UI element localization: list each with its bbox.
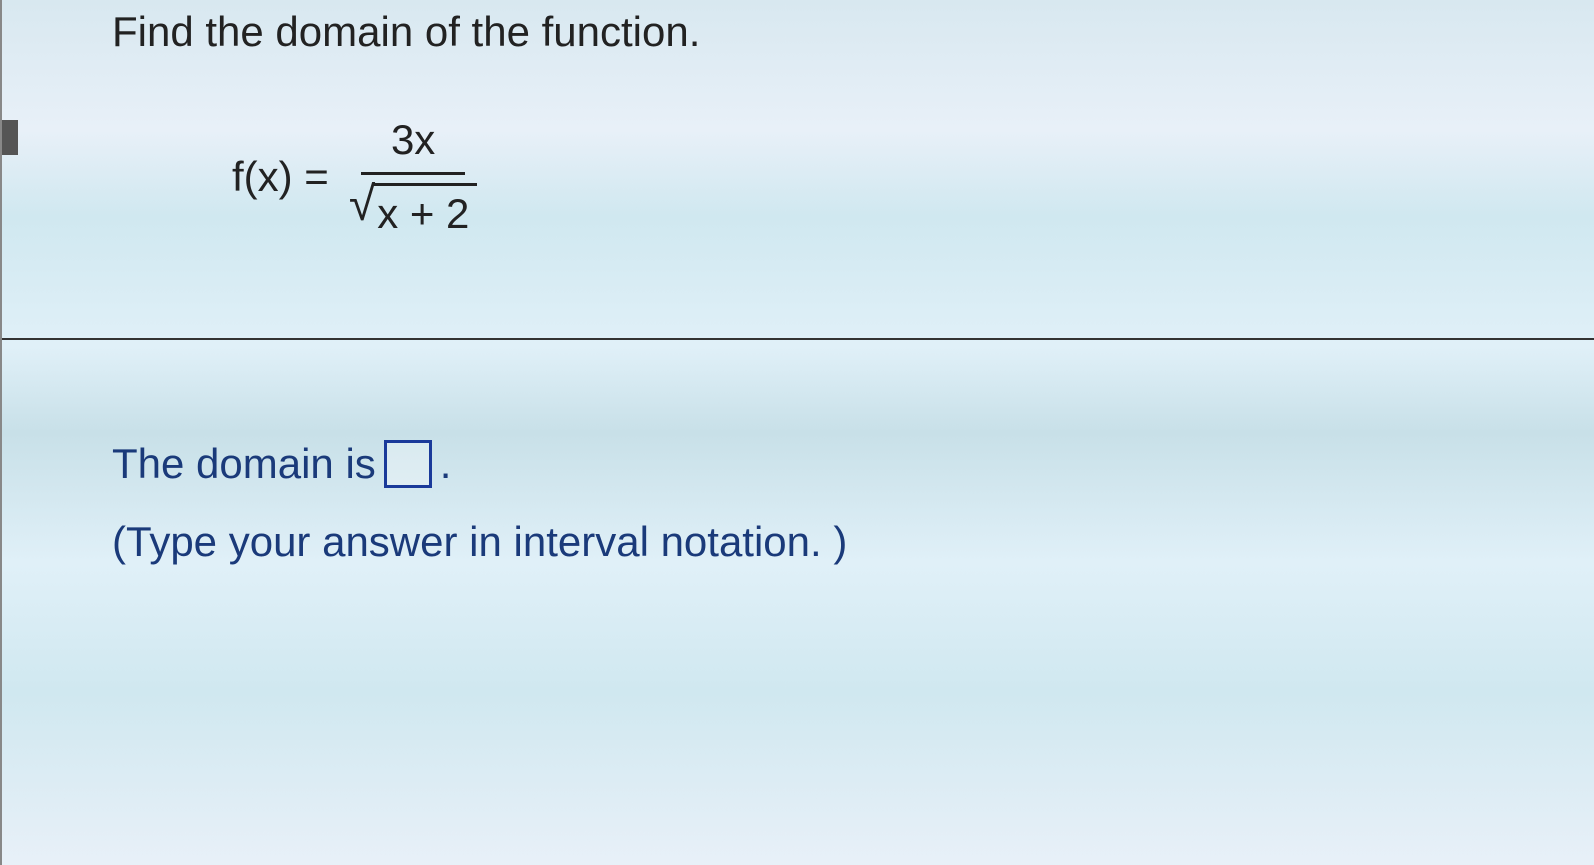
answer-section: The domain is . <box>82 440 1594 488</box>
answer-line: The domain is . <box>112 440 1594 488</box>
radicand: x + 2 <box>373 183 477 238</box>
question-prompt: Find the domain of the function. <box>82 0 1594 56</box>
radical-icon: √ <box>349 181 375 229</box>
question-panel: Find the domain of the function. f(x) = … <box>0 0 1594 865</box>
formula-lhs: f(x) = <box>232 153 329 201</box>
formula: f(x) = 3x √ x + 2 <box>232 116 1594 238</box>
section-divider <box>2 338 1594 340</box>
domain-input[interactable] <box>384 440 432 488</box>
numerator: 3x <box>361 116 465 175</box>
answer-prefix: The domain is <box>112 440 376 488</box>
denominator: √ x + 2 <box>349 175 478 238</box>
hint-text: (Type your answer in interval notation. … <box>82 488 1594 566</box>
fraction: 3x √ x + 2 <box>349 116 478 238</box>
square-root: √ x + 2 <box>349 183 478 238</box>
answer-suffix: . <box>440 440 452 488</box>
